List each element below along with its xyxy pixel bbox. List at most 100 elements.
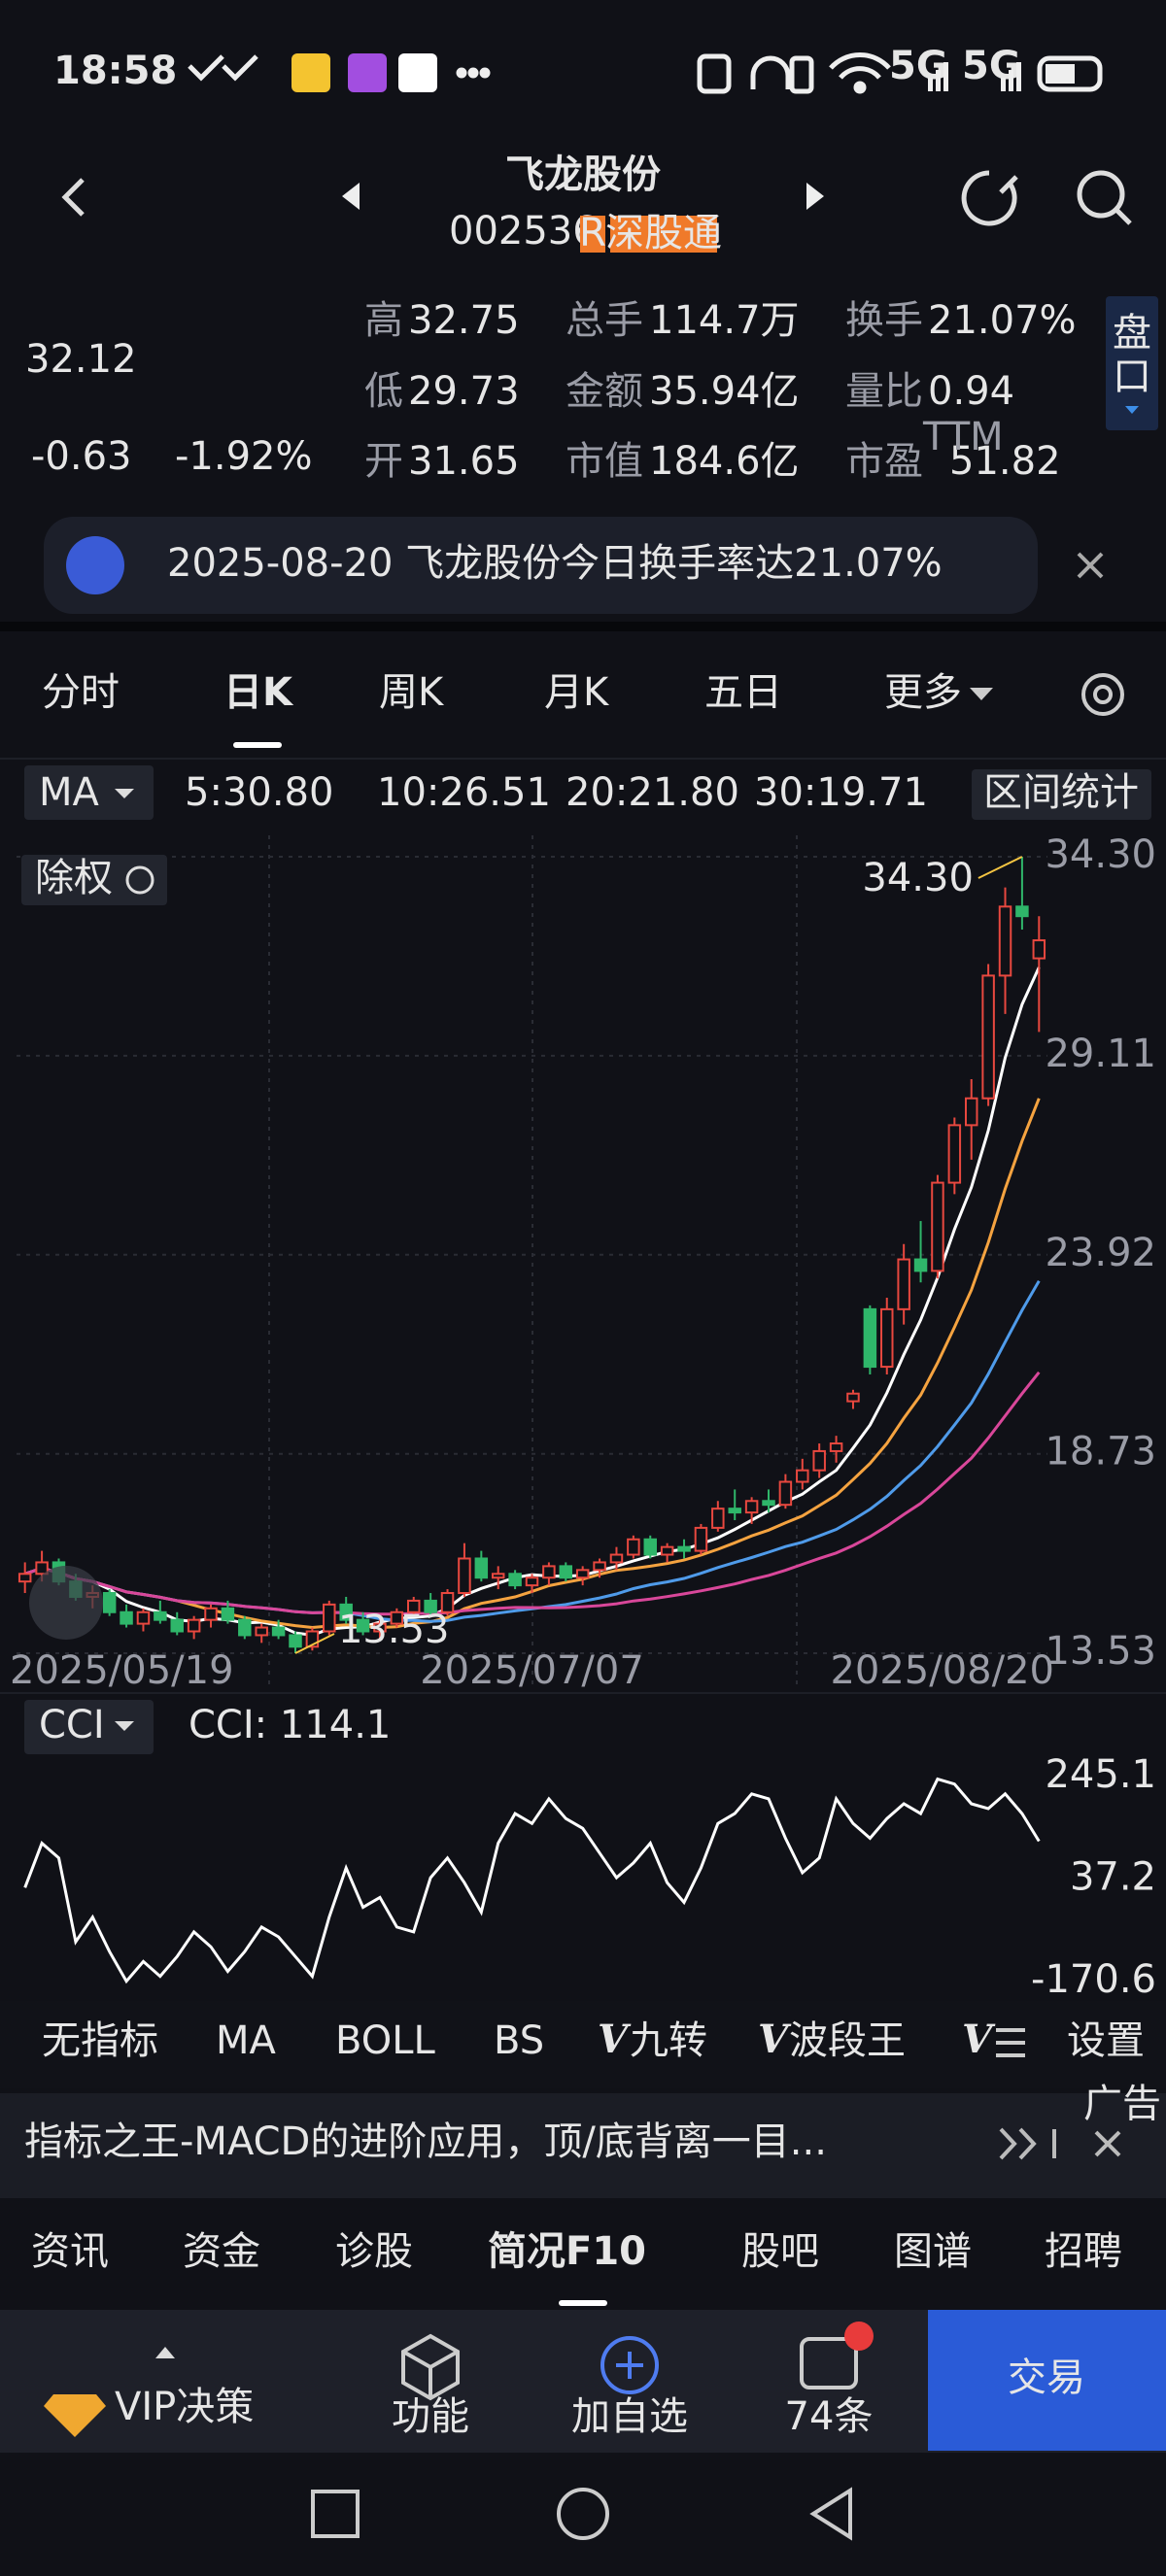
settings-gear[interactable] bbox=[1081, 673, 1124, 716]
candle-body bbox=[525, 1576, 539, 1587]
price: 32.12 bbox=[25, 337, 137, 382]
candle-body bbox=[221, 1607, 235, 1621]
period-tab[interactable]: 日K bbox=[223, 670, 294, 715]
candle-body bbox=[998, 905, 1012, 977]
prev-stock[interactable] bbox=[342, 183, 360, 210]
low-label: 13.53 bbox=[338, 1608, 450, 1652]
indicator-bar bbox=[0, 2001, 1166, 2088]
toolbar-label[interactable]: VIP决策 bbox=[115, 2385, 254, 2429]
ma-name[interactable]: MA bbox=[39, 770, 100, 815]
candle-body bbox=[609, 1553, 624, 1564]
candle-body bbox=[154, 1610, 167, 1621]
candle-body bbox=[762, 1500, 775, 1507]
status-icons bbox=[188, 52, 1103, 94]
field-label: 市值 bbox=[566, 439, 643, 484]
toolbar-label[interactable]: 功能 bbox=[392, 2394, 469, 2439]
candle-body bbox=[796, 1469, 809, 1483]
bottom-tab[interactable]: 股吧 bbox=[741, 2229, 819, 2274]
toolbar-label[interactable]: 交易 bbox=[1008, 2356, 1085, 2400]
candle-body bbox=[1015, 905, 1029, 918]
back-button[interactable] bbox=[61, 178, 85, 217]
side-button[interactable]: 口 bbox=[1113, 355, 1151, 399]
bottom-tab[interactable]: 诊股 bbox=[335, 2229, 413, 2274]
period-tab[interactable]: 五日 bbox=[704, 670, 782, 715]
range-button[interactable] bbox=[972, 769, 1151, 820]
candle-body bbox=[778, 1480, 793, 1507]
candle-body bbox=[187, 1618, 201, 1633]
side-button-bg[interactable] bbox=[1106, 296, 1158, 430]
toolbar-label[interactable]: 74条 bbox=[785, 2394, 874, 2439]
range-button-label[interactable]: 区间统计 bbox=[983, 770, 1139, 815]
indicator-tab[interactable]: 波段王 bbox=[789, 2018, 906, 2063]
status-time: 18:58 bbox=[53, 49, 177, 93]
news-banner[interactable] bbox=[44, 517, 1038, 614]
candle-body bbox=[880, 1307, 894, 1369]
period-tab[interactable]: 更多 bbox=[884, 670, 962, 715]
y-tick-label: 13.53 bbox=[1045, 1629, 1156, 1674]
ma-line bbox=[24, 1371, 1041, 1616]
bottom-tab[interactable]: 资讯 bbox=[31, 2229, 109, 2274]
signal-bars bbox=[928, 62, 1021, 91]
cci-chart: 245.1 37.2 -170.6 bbox=[23, 1752, 1156, 2002]
side-button[interactable]: 盘 bbox=[1113, 311, 1151, 356]
period-tab[interactable]: 月K bbox=[544, 670, 610, 715]
news-icon bbox=[66, 536, 124, 594]
candle-body bbox=[474, 1557, 489, 1579]
stock-name: 飞龙股份 bbox=[505, 153, 661, 197]
bottom-tab[interactable]: 图谱 bbox=[894, 2229, 972, 2274]
select-arrow bbox=[115, 1721, 134, 1731]
candle-body bbox=[407, 1599, 421, 1613]
candle-body bbox=[711, 1508, 725, 1529]
indicator-tab[interactable]: BS bbox=[494, 2018, 544, 2063]
ad-text[interactable]: 指标之王-MACD的进阶应用，顶/底背离一目... bbox=[24, 2119, 827, 2164]
candle-body bbox=[643, 1538, 657, 1556]
candle-body bbox=[964, 1097, 978, 1127]
indicator-tab[interactable]: 九转 bbox=[630, 2018, 707, 2063]
period-tab[interactable]: 周K bbox=[379, 670, 445, 715]
field-label: 换手 bbox=[845, 298, 923, 343]
period-tab[interactable]: 分时 bbox=[42, 670, 120, 715]
x-tick-label: 2025/07/07 bbox=[420, 1648, 644, 1693]
cci-value: CCI: 114.1 bbox=[189, 1703, 391, 1747]
cci-select[interactable] bbox=[24, 1700, 154, 1754]
indicator-tab[interactable]: BOLL bbox=[335, 2018, 436, 2063]
candle-body bbox=[255, 1626, 268, 1637]
field-label: 低 bbox=[364, 369, 403, 414]
quote-fields: 高 32.75 总手 114.7万 换手 21.07% 低 29.73 金额 35.94亿 量比 0.… bbox=[364, 298, 1077, 484]
ma-item: 5:30.80 bbox=[185, 770, 333, 815]
ad-bar[interactable] bbox=[0, 2093, 1166, 2198]
nav-bar[interactable] bbox=[311, 2487, 852, 2541]
toolbar-label[interactable]: 加自选 bbox=[571, 2394, 688, 2439]
close-news[interactable] bbox=[1077, 552, 1104, 579]
ma-select[interactable] bbox=[24, 765, 154, 820]
header-icons[interactable] bbox=[961, 170, 1132, 226]
ttm-mark: TTM bbox=[922, 415, 1004, 459]
indicator-tabs: 无指标 MA BOLL BS 九转 波段王 设置 V V V bbox=[42, 2017, 1145, 2063]
field-value: 35.94亿 bbox=[649, 369, 800, 414]
adjust-button[interactable] bbox=[21, 855, 167, 905]
candle-body bbox=[440, 1592, 455, 1613]
toolbar-icons bbox=[401, 2333, 858, 2401]
expand-button[interactable] bbox=[29, 1566, 103, 1640]
indicator-tab[interactable]: 设置 bbox=[1067, 2018, 1145, 2063]
field-label: 量比 bbox=[845, 369, 923, 414]
bottom-tab[interactable]: 资金 bbox=[183, 2229, 260, 2274]
indicator-tab[interactable]: MA bbox=[216, 2018, 277, 2063]
candle-body bbox=[947, 1124, 962, 1184]
trade-button[interactable] bbox=[928, 2310, 1166, 2451]
cci-name[interactable]: CCI bbox=[39, 1703, 105, 1747]
adjust-label[interactable]: 除权 bbox=[35, 856, 113, 900]
ad-controls[interactable] bbox=[999, 2127, 1121, 2160]
bottom-tab[interactable]: 简况F10 bbox=[488, 2229, 646, 2274]
indicator-tab[interactable]: 无指标 bbox=[42, 2018, 158, 2063]
candle-body bbox=[981, 974, 995, 1100]
x-tick-label: 2025/08/20 bbox=[830, 1648, 1054, 1693]
ma-item: 30:19.71 bbox=[754, 770, 928, 815]
separator bbox=[0, 1692, 1166, 1694]
bottom-tab[interactable]: 招聘 bbox=[1045, 2229, 1122, 2274]
next-stock[interactable] bbox=[806, 183, 824, 210]
field-label: 市盈 bbox=[845, 439, 923, 484]
candle-body bbox=[559, 1565, 573, 1579]
news-text[interactable]: 2025-08-20 飞龙股份今日换手率达21.07% bbox=[167, 541, 943, 586]
